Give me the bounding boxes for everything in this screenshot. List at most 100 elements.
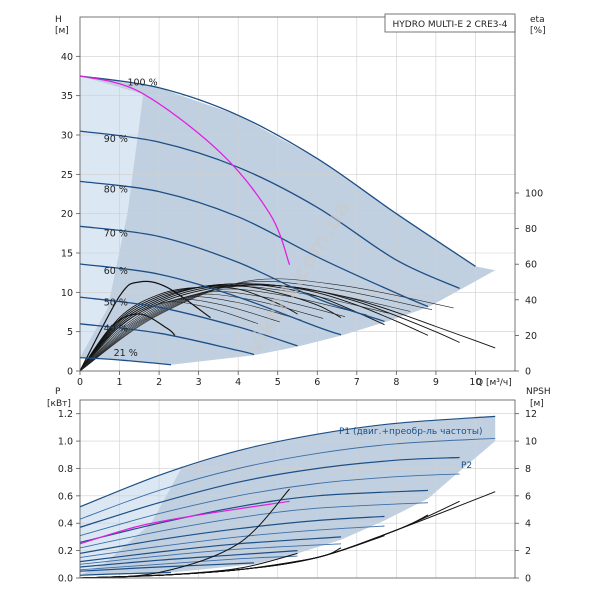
y-tick-label: 40 [61, 52, 73, 63]
p-tick-label: 0.6 [58, 491, 73, 502]
x-tick-label: 5 [275, 377, 281, 388]
y-axis-unit-eta: [%] [530, 26, 546, 36]
p1-curve [80, 489, 429, 543]
p1-series-label: P1 (двиг.+преобр-ль частоты) [339, 427, 483, 437]
p2-curve [80, 437, 496, 520]
p1-curve [80, 536, 342, 563]
head-curve [80, 356, 172, 366]
npsh-tick-label: 6 [525, 491, 531, 502]
eta-curve [80, 278, 454, 371]
p-tick-label: 0.8 [58, 464, 73, 475]
y-axis-label-eta: eta [530, 15, 545, 25]
p-tick-label: 0.4 [58, 519, 73, 530]
speed-label: 100 % [127, 77, 157, 88]
y-tick-label: 5 [67, 327, 73, 338]
p1-curve [80, 515, 385, 554]
npsh-tick-label: 12 [525, 409, 537, 420]
bep-curve [80, 75, 291, 266]
y-tick-label: 35 [61, 91, 73, 102]
speed-label: 60 % [104, 266, 128, 277]
p-tick-label: 1.0 [58, 437, 73, 448]
p2-curve [80, 473, 460, 537]
p2-curve [80, 525, 385, 558]
npsh-tick-label: 4 [525, 519, 531, 530]
speed-label: 80 % [104, 184, 128, 195]
bep-curve-power [80, 500, 290, 545]
head-curve [80, 296, 298, 347]
eta-curve [80, 280, 211, 371]
chart-title: HYDRO MULTI-E 2 CRE3-4 [393, 20, 508, 30]
operating-region-light [80, 76, 144, 358]
eta-curve [80, 298, 280, 371]
y-tick-label: 30 [61, 131, 73, 142]
x-tick-label: 10 [469, 377, 481, 388]
npsh-tick-label: 2 [525, 546, 531, 557]
npsh-tick-label: 0 [525, 574, 531, 585]
p1-curve [80, 456, 460, 528]
bottom-curves [80, 415, 496, 578]
npsh-axis-label: NPSH [526, 387, 551, 397]
p-tick-label: 1.2 [58, 409, 73, 420]
npsh-tick-label: 10 [525, 437, 537, 448]
x-tick-label: 6 [314, 377, 320, 388]
p-tick-label: 0.0 [58, 574, 73, 585]
npsh-axis-unit: [м] [530, 399, 544, 409]
head-curve [80, 130, 460, 289]
eta-tick-label: 40 [525, 295, 537, 306]
x-tick-label: 2 [156, 377, 162, 388]
x-tick-label: 8 [393, 377, 399, 388]
x-tick-label: 3 [196, 377, 202, 388]
eta-tick-label: 100 [525, 189, 543, 200]
npsh-tick-label: 8 [525, 464, 531, 475]
power-region-light [80, 465, 183, 576]
eta-curve [80, 283, 411, 371]
title-box [384, 13, 516, 33]
x-tick-label: 4 [235, 377, 241, 388]
eta-tick-label: 60 [525, 260, 537, 271]
p-tick-label: 0.2 [58, 546, 73, 557]
p2-curve [80, 543, 342, 565]
eta-curve [80, 286, 298, 371]
y-tick-label: 25 [61, 170, 73, 181]
speed-label: 40 % [104, 324, 128, 335]
head-curve [80, 225, 385, 323]
npsh-curve [80, 488, 290, 578]
top-curves [80, 75, 496, 371]
p2-curve [80, 502, 429, 549]
eta-tick-label: 80 [525, 224, 537, 235]
eta-curve [80, 280, 433, 371]
head-curve [80, 263, 342, 336]
eta-curve [80, 313, 176, 371]
eta-tick-label: 20 [525, 331, 537, 342]
p1-curve [80, 550, 298, 568]
speed-label: 70 % [104, 228, 128, 239]
x-tick-label: 0 [77, 377, 83, 388]
bottom-plot-frame [79, 399, 516, 579]
x-tick-label: 1 [117, 377, 123, 388]
p1-curve [80, 415, 496, 508]
speed-label: 21 % [114, 348, 138, 359]
eta-curve [80, 283, 385, 371]
y-tick-label: 10 [61, 288, 73, 299]
y-tick-label: 20 [61, 209, 73, 220]
top-plot-frame [79, 16, 516, 372]
head-curve [80, 75, 476, 267]
p-axis-unit: [кВт] [47, 399, 71, 409]
speed-label: 50 % [104, 298, 128, 309]
x-tick-label: 9 [433, 377, 439, 388]
head-curve [80, 323, 255, 356]
p2-series-label: P2 [461, 461, 472, 471]
p-axis-label: P [55, 387, 61, 397]
speed-label: 90 % [104, 134, 128, 145]
y-axis-label-h: H [55, 15, 62, 25]
y-axis-unit-h: [м] [55, 26, 69, 36]
y-tick-label: 15 [61, 249, 73, 260]
p2-curve [80, 555, 298, 571]
head-curve [80, 180, 429, 308]
y-tick-label: 0 [67, 367, 73, 378]
x-tick-label: 7 [354, 377, 360, 388]
eta-tick-label: 0 [525, 367, 531, 378]
p1-curve [80, 562, 255, 572]
